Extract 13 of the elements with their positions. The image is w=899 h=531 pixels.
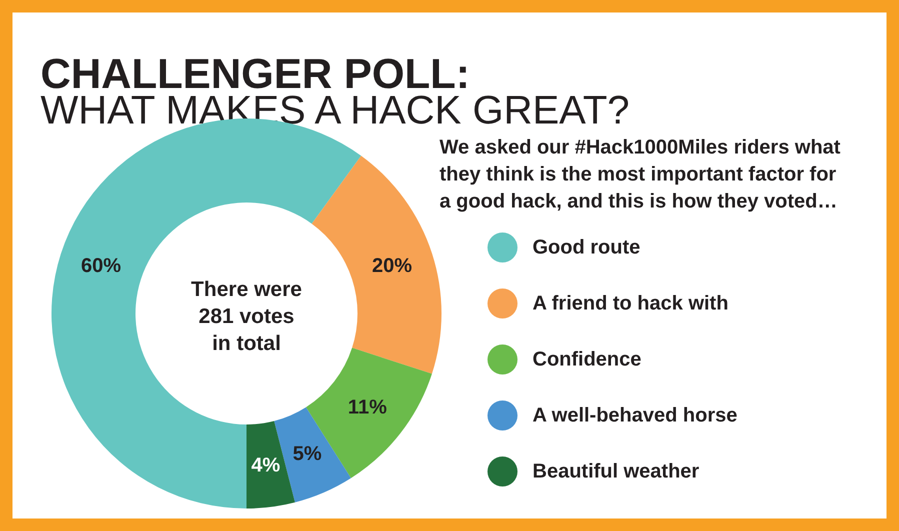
text: There were 281 votes in total [191,278,302,355]
legend-label: A well-behaved horse [532,404,738,426]
data-label: 5% [292,442,322,465]
chart-title: CHALLENGER POLL: [40,50,470,97]
data-label: 11% [348,396,388,418]
data-label: 60% [80,255,122,278]
legend-label: Beautiful weather [532,460,700,482]
text: We asked our #Hack1000Miles riders what they think is the most important factor for a good hack, and this is how they voted… [440,136,841,212]
legend-label: A friend to hack with [532,292,728,314]
legend-label: Confidence [532,348,642,370]
data-label: 20% [372,255,412,278]
legend-label: Good route [532,236,640,258]
data-label: 4% [251,454,280,476]
